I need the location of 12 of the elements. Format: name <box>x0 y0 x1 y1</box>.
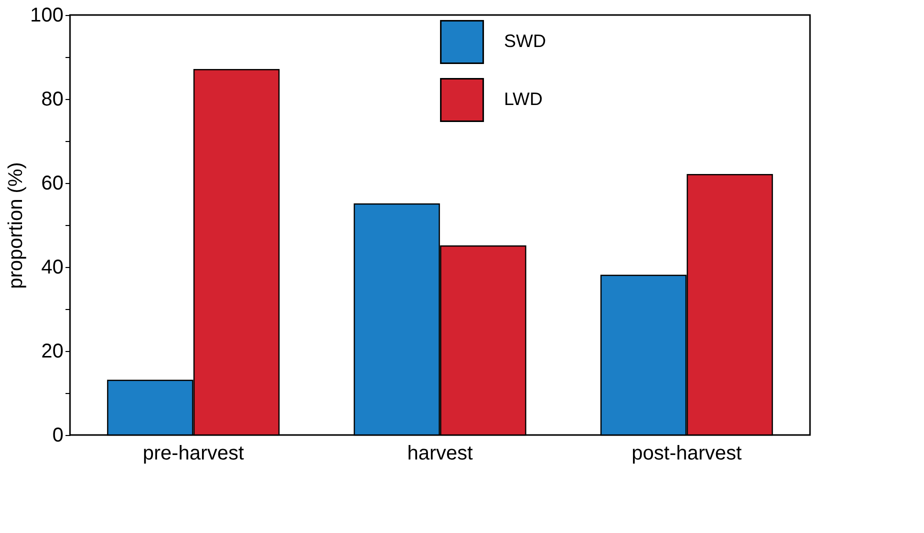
y-tick-label: 80 <box>41 88 64 110</box>
x-tick-label: post-harvest <box>632 442 742 464</box>
y-tick-label: 20 <box>41 340 64 362</box>
y-tick-label: 100 <box>30 4 64 26</box>
y-tick-label: 60 <box>41 172 64 194</box>
x-tick-label: harvest <box>407 442 474 464</box>
y-axis-title: proportion (%) <box>5 162 28 289</box>
legend-label: SWD <box>504 31 546 51</box>
y-tick-label: 40 <box>41 256 64 278</box>
x-tick-label: pre-harvest <box>142 442 244 464</box>
y-tick-label: 0 <box>52 424 64 446</box>
legend-label: LWD <box>504 89 543 109</box>
